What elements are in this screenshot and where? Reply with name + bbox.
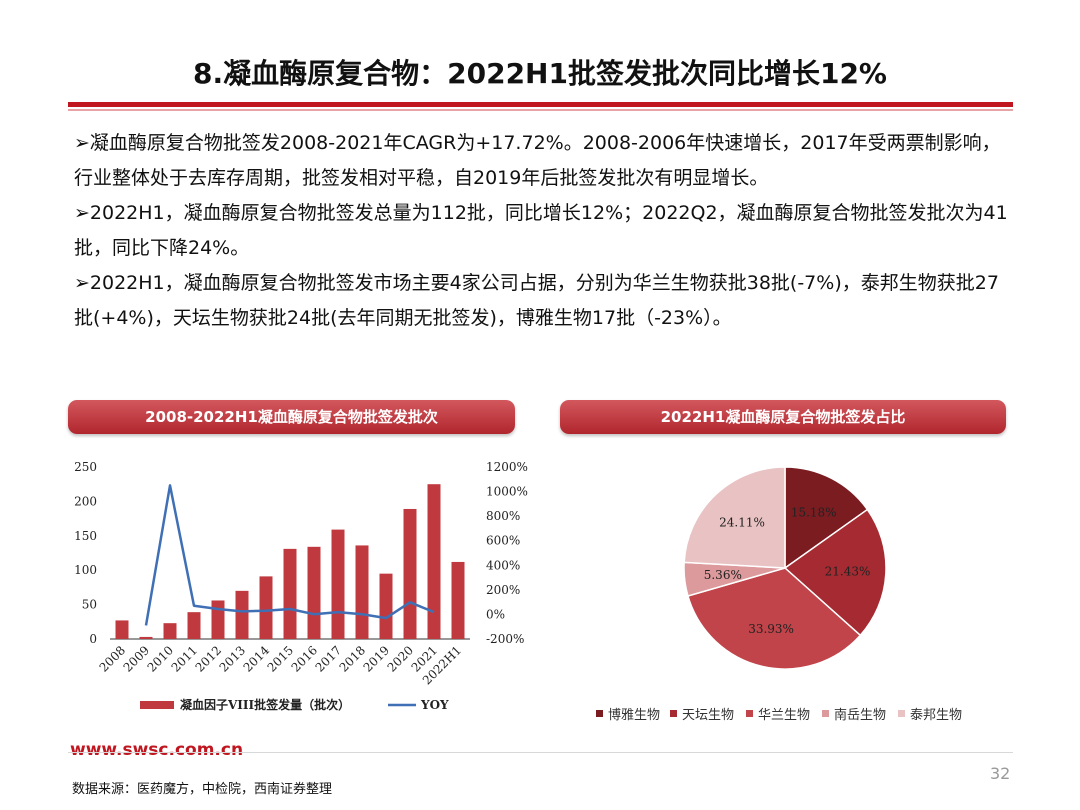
y-right-tick-label: 400% [486, 558, 520, 572]
website-url[interactable]: www.swsc.com.cn [70, 740, 244, 760]
pie-chart-title: 2022H1凝血酶原复合物批签发占比 [560, 400, 1006, 434]
y-left-tick-label: 150 [74, 529, 97, 543]
pie-slice [683, 466, 786, 569]
bar-chart-title: 2008-2022H1凝血酶原复合物批签发批次 [68, 400, 515, 434]
pie-slice [784, 466, 869, 570]
x-tick-label: 2009 [121, 643, 152, 674]
pie-slice [687, 567, 862, 670]
title-divider [68, 102, 1013, 107]
x-tick-label: 2019 [361, 643, 392, 674]
pie-data-label: 24.11% [719, 516, 765, 530]
bar [283, 548, 297, 639]
legend-label: 华兰生物 [758, 708, 810, 723]
footer-divider [68, 752, 1013, 753]
yoy-line [144, 484, 435, 626]
pie-data-label: 5.36% [704, 568, 742, 582]
bar [187, 612, 201, 639]
bar [451, 561, 465, 639]
x-tick-label: 2020 [385, 643, 416, 674]
y-right-tick-label: 1000% [486, 485, 528, 499]
legend-label: 天坛生物 [682, 708, 734, 723]
bar [139, 636, 153, 639]
bullet-item: ➢2022H1，凝血酶原复合物批签发市场主要4家公司占据，分别为华兰生物获批38… [74, 272, 999, 329]
bar [163, 623, 177, 639]
y-left-tick-label: 100 [74, 563, 97, 577]
legend-label: 泰邦生物 [910, 708, 962, 723]
legend-bar-label: 凝血因子VIII批签发量（批次） [180, 697, 350, 712]
y-left-tick-label: 50 [82, 598, 97, 612]
title-divider-light [68, 109, 1013, 111]
x-tick-label: 2018 [337, 643, 368, 674]
y-right-tick-label: 200% [486, 583, 520, 597]
bar [211, 600, 225, 639]
legend-swatch [822, 710, 829, 717]
y-left-tick-label: 0 [89, 632, 97, 646]
bullet-item: ➢2022H1，凝血酶原复合物批签发总量为112批，同比增长12%；2022Q2… [74, 202, 1008, 259]
bar [427, 484, 441, 639]
x-tick-label: 2013 [217, 643, 248, 674]
y-right-tick-label: 0% [486, 607, 505, 621]
data-source: 数据来源：医药魔方，中检院，西南证券整理 [72, 782, 333, 797]
x-tick-label: 2017 [313, 643, 344, 674]
legend-bar-swatch [140, 701, 174, 709]
pie-chart: 15.18% 21.43% 33.93% 5.36% 24.11% 博雅生物 天坛生物 华兰生… [596, 466, 962, 723]
x-tick-label: 2014 [241, 643, 273, 675]
pie-slice [783, 508, 887, 637]
pie-data-label: 21.43% [825, 565, 871, 579]
bar [403, 508, 417, 639]
y-right-tick-label: 1200% [486, 460, 528, 474]
x-tick-label: 2015 [265, 643, 296, 674]
bar [331, 529, 345, 639]
legend-swatch [670, 710, 677, 717]
x-tick-label: 2008 [97, 643, 128, 674]
legend-swatch [898, 710, 905, 717]
pie-data-label: 15.18% [791, 505, 837, 519]
bar [235, 590, 249, 639]
page-number: 32 [990, 764, 1011, 783]
bar [379, 573, 393, 639]
pie-data-label: 33.93% [748, 622, 794, 636]
legend-swatch [596, 710, 603, 717]
bar [307, 546, 321, 639]
y-right-tick-label: 600% [486, 534, 520, 548]
x-tick-label: 2012 [193, 643, 224, 674]
page-title: 8.凝血酶原复合物：2022H1批签发批次同比增长12% [193, 57, 887, 90]
x-tick-label: 2016 [289, 643, 320, 674]
x-tick-label: 2010 [145, 643, 176, 674]
legend-label: 南岳生物 [834, 707, 886, 723]
y-right-tick-label: 800% [486, 509, 520, 523]
bullet-list: ➢凝血酶原复合物批签发2008-2021年CAGR为+17.72%。2008-2… [74, 126, 1014, 336]
y-right-tick-label: -200% [486, 632, 524, 646]
x-tick-label: 2011 [169, 643, 200, 674]
legend-label: 博雅生物 [608, 708, 660, 723]
bar [355, 545, 369, 639]
y-left-tick-label: 250 [74, 460, 97, 474]
legend-line-label: YOY [420, 698, 449, 712]
bar-chart: 0 50 100 150 200 250 -200% 0% 200% 400% 600% 800% 10… [74, 460, 528, 712]
y-left-tick-label: 200 [74, 494, 97, 508]
bar [115, 620, 129, 639]
bullet-item: ➢凝血酶原复合物批签发2008-2021年CAGR为+17.72%。2008-2… [74, 132, 1001, 189]
legend-swatch [746, 710, 753, 717]
bar [259, 576, 273, 639]
